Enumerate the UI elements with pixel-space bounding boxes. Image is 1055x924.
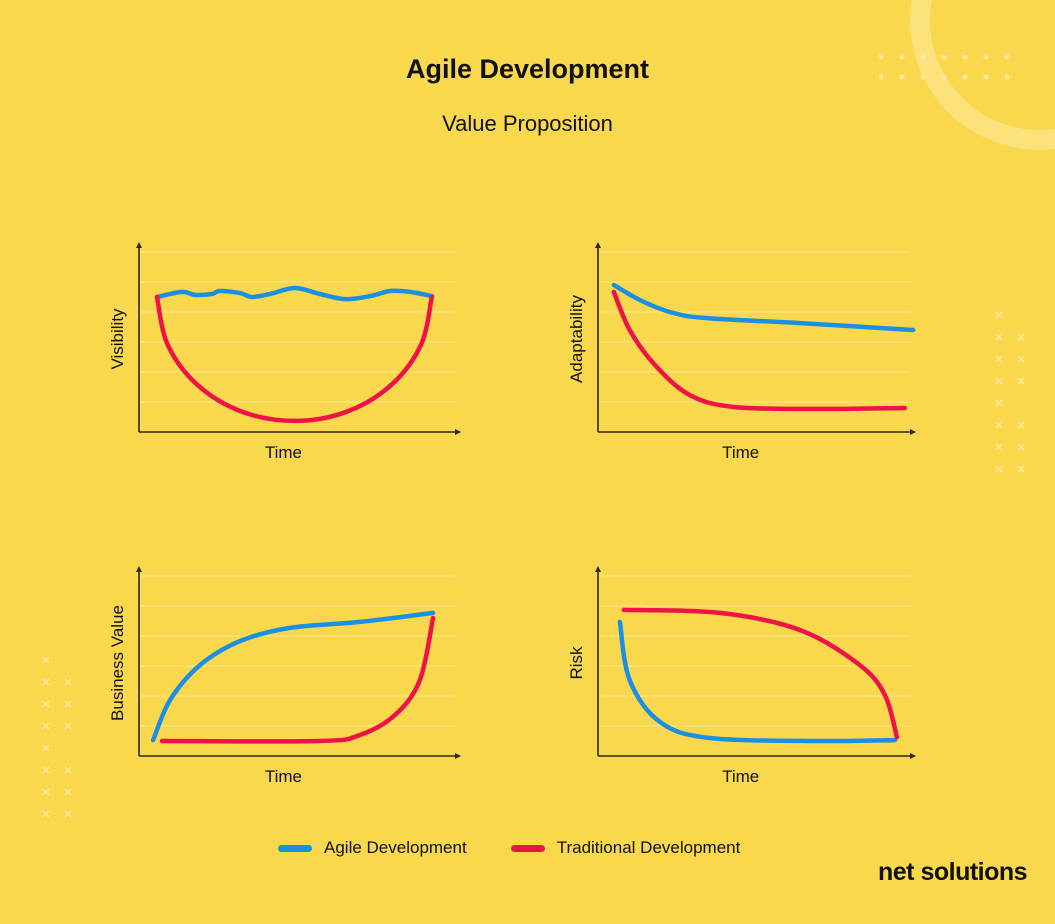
decorative-cross-icon [42,766,50,774]
decorative-dot [983,74,989,80]
x-axis-arrow-icon [455,429,461,435]
y-axis-arrow-icon [595,242,601,248]
page-subtitle: Value Proposition [442,111,613,136]
decorative-cross-icon [42,678,50,686]
series-line-traditional [621,607,900,740]
decorative-cross-icon [64,788,72,796]
series-line-traditional [159,615,436,744]
decorative-dot [899,54,905,60]
decorative-cross-icon [64,678,72,686]
y-axis-label: Risk [567,646,586,680]
legend: Agile Development Traditional Developmen… [278,838,740,858]
decorative-cross-icon [1017,333,1025,341]
series-line-agile [150,610,436,743]
decorative-cross-icon [995,355,1003,363]
decorative-dot [962,74,968,80]
decorative-cross-icon [64,810,72,818]
decorative-cross-icon [995,311,1003,319]
decorative-cross-icon [42,744,50,752]
decorative-cross-icon [42,722,50,730]
decorative-dot [983,54,989,60]
chart-business-value: Time Business Value [108,566,461,786]
x-axis-label: Time [722,443,759,462]
x-axis-arrow-icon [910,753,916,759]
y-axis-arrow-icon [136,242,142,248]
decorative-cross-icon [1017,465,1025,473]
decorative-cross-icon [64,766,72,774]
decorative-cross-icon [995,443,1003,451]
decorative-cross-icon [1017,377,1025,385]
decorative-cross-icon [995,377,1003,385]
decorative-cross-icon [1017,421,1025,429]
decorative-cross-icon [42,656,50,664]
x-axis-arrow-icon [910,429,916,435]
decorative-dot [941,74,947,80]
decorative-dot [962,54,968,60]
y-axis-label: Business Value [108,605,127,721]
decorative-cross-icon [42,700,50,708]
x-axis-label: Time [722,767,759,786]
legend-swatch-agile [278,844,312,852]
x-axis-arrow-icon [455,753,461,759]
decorative-dot [920,54,926,60]
series-line-agile [617,619,898,744]
net-solutions-logo: net solutions [878,858,1028,886]
page-title: Agile Development [405,54,650,84]
decorative-dot [941,54,947,60]
decorative-cross-icon [1017,443,1025,451]
decorative-cross-icon [64,722,72,730]
x-axis-label: Time [265,767,302,786]
decorative-cross-icon [42,810,50,818]
y-axis-arrow-icon [595,566,601,572]
legend-swatch-traditional [510,844,545,852]
legend-item-traditional: Traditional Development [510,838,741,858]
y-axis-label: Visibility [108,308,127,370]
decorative-cross-icon [995,399,1003,407]
legend-label-agile: Agile Development [324,838,467,857]
chart-adaptability: Time Adaptability [567,242,916,462]
series-line-traditional [154,294,435,424]
y-axis-label: Adaptability [567,295,586,383]
decorative-ring [910,0,1055,150]
series-line-traditional [611,289,908,412]
decorative-dot [1004,74,1010,80]
series-line-agile [154,285,435,302]
decorative-dot [1004,54,1010,60]
decorative-cross-icon [995,465,1003,473]
series-line-agile [611,282,916,333]
y-axis-arrow-icon [136,566,142,572]
decorative-cross-icon [1017,355,1025,363]
decorative-dot [878,74,884,80]
decorative-cross-icon [995,421,1003,429]
decorative-dot [899,74,905,80]
legend-label-traditional: Traditional Development [556,838,741,857]
decorative-cross-icon [42,788,50,796]
legend-item-agile: Agile Development [278,838,467,858]
decorative-cross-icon [64,700,72,708]
decorative-dot [920,74,926,80]
decorative-cross-icon [995,333,1003,341]
decorative-dot [878,54,884,60]
chart-risk: Time Risk [567,566,916,786]
x-axis-label: Time [265,443,302,462]
chart-visibility: Time Visibility [108,242,461,462]
